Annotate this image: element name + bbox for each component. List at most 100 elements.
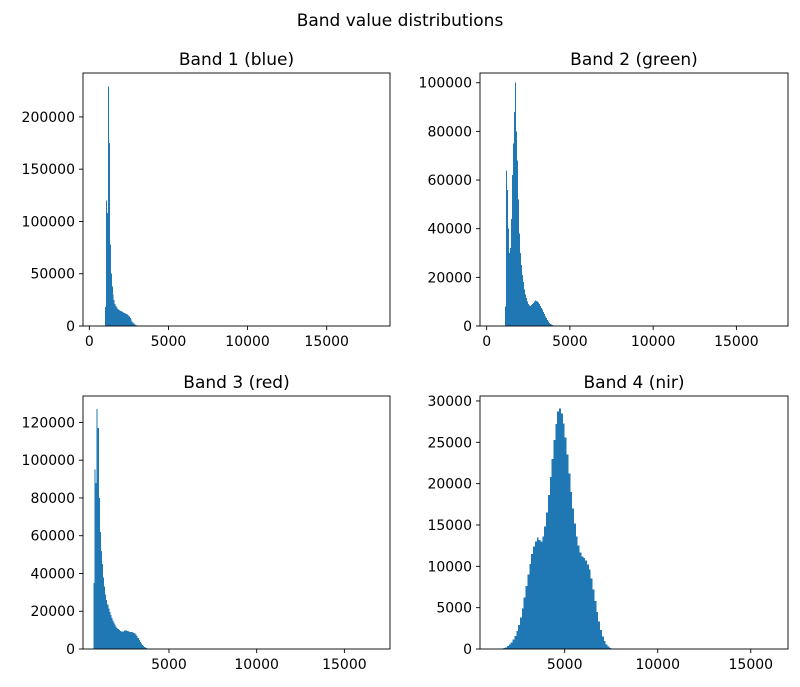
x-tick-label: 10000 [635, 657, 680, 673]
histogram-bar [562, 423, 565, 649]
histogram-bar [108, 608, 110, 649]
histogram-bar [124, 312, 126, 326]
histogram-bar [115, 626, 117, 649]
histogram-bar [588, 569, 591, 649]
histogram-bar [512, 639, 515, 649]
histogram-bar [137, 638, 139, 649]
histogram-bar [105, 594, 107, 649]
histogram-bar [109, 244, 111, 326]
histogram-bar [141, 644, 143, 649]
y-tick-label: 100000 [419, 76, 472, 92]
histogram-bar [545, 318, 547, 326]
histogram-bar [555, 424, 558, 649]
histogram-bar [99, 531, 101, 649]
histogram-bar [566, 454, 569, 649]
histogram-bar [581, 556, 584, 649]
histogram-bar [126, 313, 127, 326]
histogram-bar [518, 625, 521, 649]
histogram-bar [113, 622, 115, 649]
histogram-bar [537, 302, 539, 326]
histogram-bar [140, 643, 142, 649]
histogram-bar [505, 647, 507, 649]
x-tick-label: 15000 [714, 334, 759, 350]
histogram-bar [601, 636, 604, 649]
histogram-bar [534, 541, 537, 649]
histogram-bar [516, 160, 518, 326]
histogram-bar [547, 495, 550, 649]
histogram-bar [531, 553, 534, 649]
histogram-bar [132, 632, 134, 649]
histogram-bar [535, 300, 537, 326]
histogram-panel: Band 4 (nir) 5000 10000 15000 0 5000 10000 1500… [427, 373, 789, 673]
y-tick-label: 0 [66, 642, 75, 658]
histogram-bar [598, 621, 601, 649]
x-tick-label: 5000 [151, 334, 187, 350]
histogram-bar [133, 632, 135, 649]
histogram-bar [533, 546, 535, 649]
histogram-bar [114, 624, 116, 649]
histogram-bar [119, 630, 121, 649]
histogram-bar [524, 294, 526, 327]
histogram-bar [514, 635, 517, 649]
histogram-bar [549, 477, 552, 649]
histogram-bar [123, 312, 125, 326]
histogram-bar [539, 305, 541, 326]
histogram-bar [605, 644, 608, 649]
histogram-bar [530, 305, 532, 326]
histogram-bar [609, 647, 612, 649]
y-tick-label: 20000 [30, 604, 75, 620]
y-tick-label: 200000 [22, 110, 75, 126]
histogram-bar [115, 306, 117, 326]
histogram-bar [579, 552, 582, 649]
histogram-bar [106, 200, 108, 326]
histogram-bar [550, 324, 552, 326]
histogram-bar [134, 633, 136, 649]
histogram-bar [138, 639, 140, 649]
histogram-bar [548, 322, 550, 326]
y-tick-label: 60000 [427, 173, 472, 189]
x-tick-label: 10000 [234, 657, 279, 673]
histogram-bar [538, 304, 540, 326]
histogram-bar [120, 310, 122, 326]
x-tick-label: 5000 [151, 657, 187, 673]
histogram-bar [103, 577, 105, 649]
histogram-bar [546, 320, 548, 326]
histogram-bar [560, 413, 563, 649]
histogram-bar [527, 304, 529, 326]
histogram-bar [132, 322, 134, 326]
panel-title: Band 4 (nir) [583, 373, 684, 393]
histogram-bar [104, 586, 106, 649]
histogram-bar [549, 323, 551, 326]
histogram-bar [553, 439, 556, 649]
histogram-bar [124, 630, 126, 649]
histogram-bar [107, 604, 109, 649]
histogram-bar [504, 306, 506, 326]
y-tick-label: 10000 [427, 559, 472, 575]
histogram-bar [540, 541, 543, 649]
y-tick-label: 80000 [30, 491, 75, 507]
histogram-bar [533, 301, 535, 326]
x-tick-label: 10000 [225, 334, 270, 350]
y-tick-label: 80000 [427, 124, 472, 140]
histogram-bars [501, 408, 614, 649]
y-tick-label: 100000 [22, 214, 75, 230]
histogram-bar [527, 574, 530, 649]
histogram-bar [118, 309, 120, 326]
histogram-bar [120, 631, 122, 649]
histogram-bar [144, 646, 146, 649]
y-tick-label: 20000 [427, 270, 472, 286]
histogram-panel: Band 3 (red) 5000 10000 15000 0 20000 40000 600… [22, 373, 391, 673]
histogram-bar [96, 409, 98, 649]
histogram-bar [547, 321, 549, 326]
histogram-bar [520, 265, 522, 326]
histogram-bar [133, 323, 135, 326]
histogram-bar [117, 629, 119, 649]
histogram-bar [532, 302, 534, 326]
histogram-bar [516, 630, 519, 649]
histogram-bar [564, 437, 567, 649]
histogram-bar [98, 497, 100, 649]
histogram-bar [510, 642, 513, 649]
y-tick-label: 0 [463, 642, 472, 658]
histogram-bar [129, 318, 131, 326]
histogram-bar [603, 641, 606, 649]
